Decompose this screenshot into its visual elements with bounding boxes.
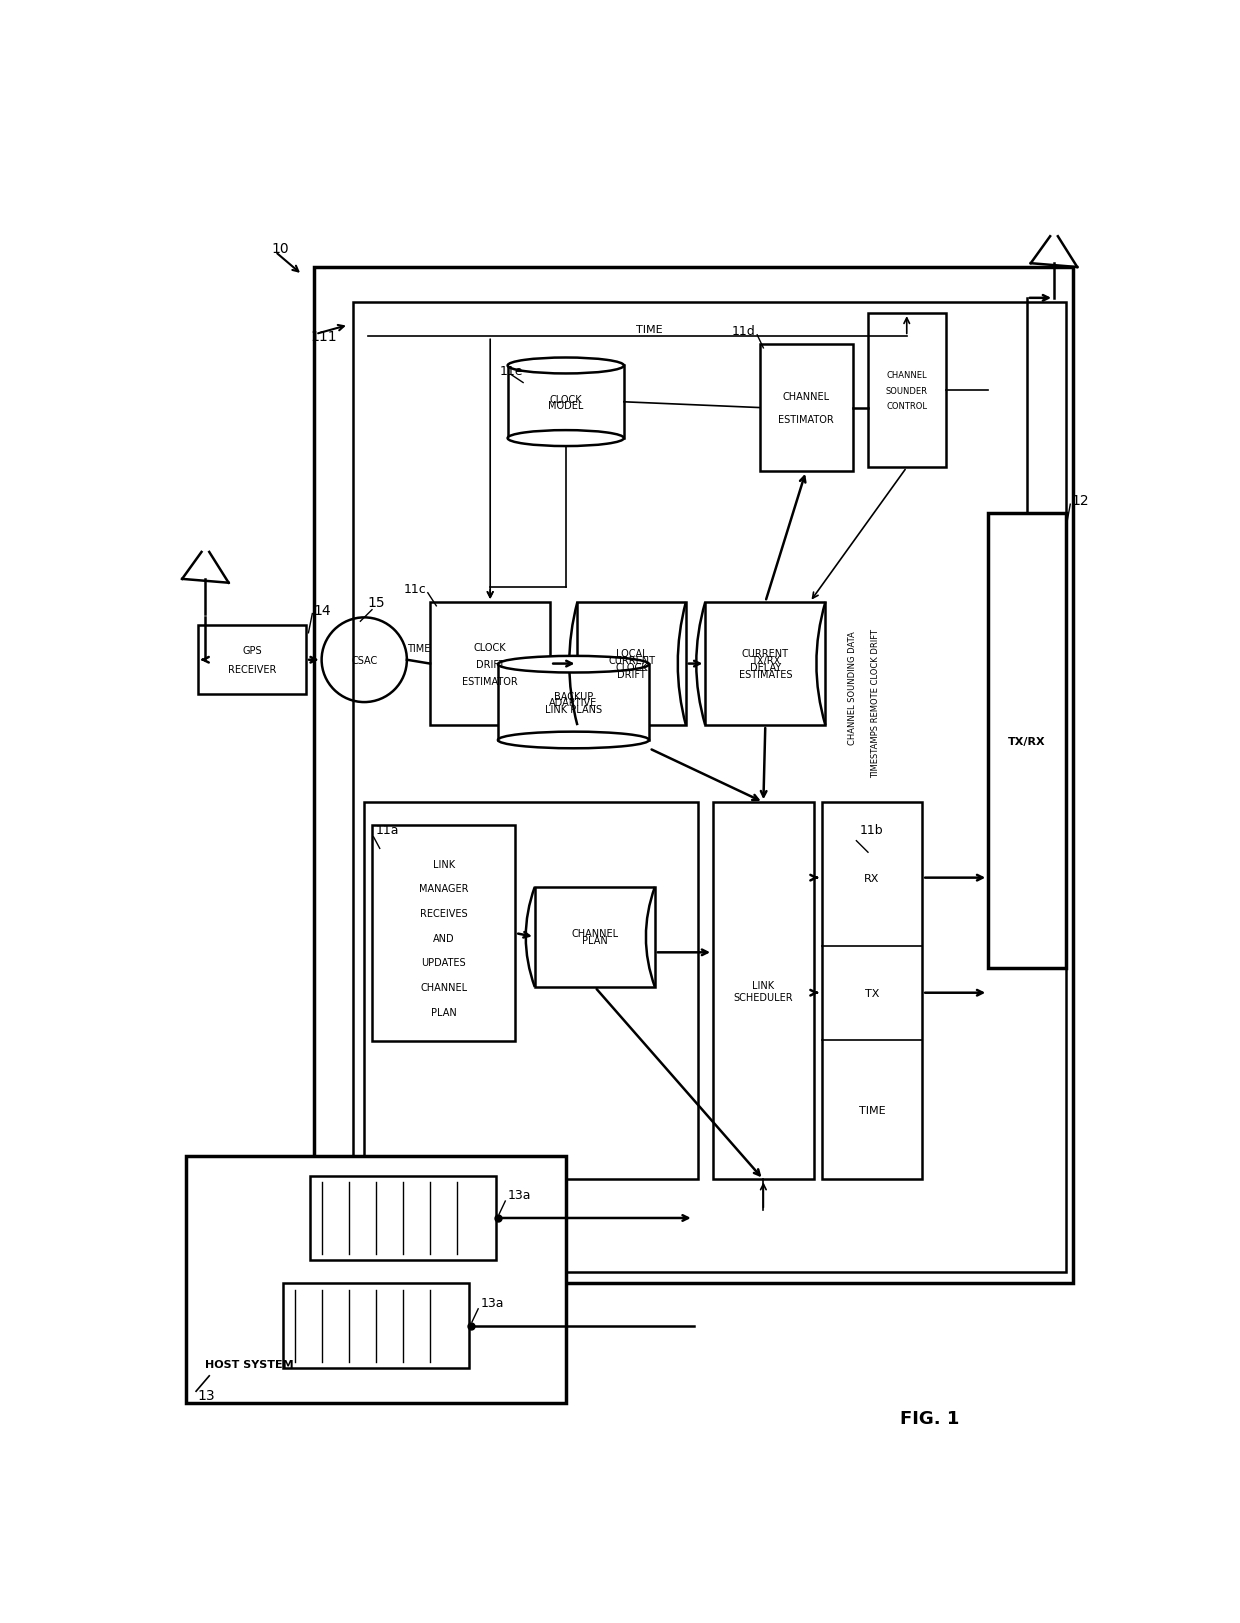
PathPatch shape xyxy=(578,602,686,725)
Text: CHANNEL: CHANNEL xyxy=(572,928,619,938)
Ellipse shape xyxy=(507,430,624,446)
Bar xyxy=(186,1157,565,1402)
Text: MANAGER: MANAGER xyxy=(419,885,469,894)
Bar xyxy=(310,1177,496,1261)
Text: FIG. 1: FIG. 1 xyxy=(900,1409,960,1427)
Text: LOCAL: LOCAL xyxy=(616,649,647,659)
Text: 12: 12 xyxy=(1071,493,1090,508)
Text: RECEIVES: RECEIVES xyxy=(420,909,467,919)
Text: LINK
SCHEDULER: LINK SCHEDULER xyxy=(734,980,794,1001)
Text: 13: 13 xyxy=(197,1388,216,1402)
Bar xyxy=(988,514,1065,969)
Bar xyxy=(821,803,923,1180)
Text: 11b: 11b xyxy=(861,823,884,836)
Text: TX: TX xyxy=(864,988,879,998)
Bar xyxy=(352,302,1065,1272)
Text: TX/RX: TX/RX xyxy=(1008,737,1045,747)
Text: TIME: TIME xyxy=(407,644,430,654)
Text: UPDATES: UPDATES xyxy=(422,958,466,967)
Text: CLOCK: CLOCK xyxy=(549,394,582,404)
Text: CHANNEL: CHANNEL xyxy=(420,982,467,992)
Text: DRIFT: DRIFT xyxy=(476,659,505,669)
Text: CHANNEL: CHANNEL xyxy=(782,391,830,403)
Text: 14: 14 xyxy=(314,604,331,617)
Bar xyxy=(430,602,551,725)
Bar xyxy=(868,313,945,467)
Text: 11c: 11c xyxy=(403,583,427,596)
Text: CSAC: CSAC xyxy=(351,656,377,665)
Text: CURRENT: CURRENT xyxy=(608,656,655,665)
Text: RECEIVER: RECEIVER xyxy=(228,664,277,675)
Ellipse shape xyxy=(498,656,649,674)
Text: CONTROL: CONTROL xyxy=(887,403,928,411)
Text: CHANNEL: CHANNEL xyxy=(887,372,928,380)
Bar xyxy=(759,344,853,472)
Bar xyxy=(498,665,649,740)
Text: 11e: 11e xyxy=(500,365,523,378)
Text: DELAY: DELAY xyxy=(750,662,781,672)
Text: HOST SYSTEM: HOST SYSTEM xyxy=(206,1360,294,1370)
Text: RX: RX xyxy=(864,873,879,883)
Bar xyxy=(314,268,1074,1284)
Text: DRIFT: DRIFT xyxy=(618,670,646,680)
Text: 11d: 11d xyxy=(732,325,755,338)
Text: BACKUP: BACKUP xyxy=(554,691,593,701)
Text: ESTIMATES: ESTIMATES xyxy=(739,670,792,680)
Ellipse shape xyxy=(498,732,649,748)
Text: 13a: 13a xyxy=(481,1297,503,1310)
Text: 111: 111 xyxy=(310,329,336,344)
Bar xyxy=(283,1284,469,1368)
Bar xyxy=(507,367,624,438)
Text: ESTIMATOR: ESTIMATOR xyxy=(779,415,833,425)
Text: ADAPTIVE: ADAPTIVE xyxy=(549,698,598,708)
Text: ESTIMATOR: ESTIMATOR xyxy=(463,677,518,687)
Text: GPS: GPS xyxy=(242,646,262,656)
Text: 10: 10 xyxy=(272,242,289,255)
Text: TIMESTAMPS REMOTE CLOCK DRIFT: TIMESTAMPS REMOTE CLOCK DRIFT xyxy=(872,628,880,777)
Text: 11a: 11a xyxy=(376,823,399,836)
Text: 13a: 13a xyxy=(507,1188,531,1201)
Text: CHANNEL SOUNDING DATA: CHANNEL SOUNDING DATA xyxy=(848,630,857,743)
Text: CLOCK: CLOCK xyxy=(474,643,506,652)
Text: PLAN: PLAN xyxy=(430,1006,456,1018)
Bar xyxy=(197,626,306,695)
PathPatch shape xyxy=(534,888,655,987)
Text: PLAN: PLAN xyxy=(582,936,608,946)
Ellipse shape xyxy=(507,359,624,375)
Text: LINK: LINK xyxy=(433,859,455,870)
Text: TIME: TIME xyxy=(636,325,662,334)
Text: SOUNDER: SOUNDER xyxy=(885,386,928,396)
Text: LINK PLANS: LINK PLANS xyxy=(544,704,603,714)
Bar xyxy=(713,803,813,1180)
Text: 15: 15 xyxy=(367,596,384,610)
Bar xyxy=(365,803,697,1180)
Text: CURRENT: CURRENT xyxy=(742,649,789,659)
Text: TX/RX: TX/RX xyxy=(750,656,780,665)
Bar xyxy=(372,826,516,1042)
Text: CLOCK: CLOCK xyxy=(615,662,649,672)
PathPatch shape xyxy=(706,602,826,725)
Text: TIME: TIME xyxy=(858,1105,885,1115)
Text: AND: AND xyxy=(433,933,455,943)
Text: MODEL: MODEL xyxy=(548,401,584,411)
